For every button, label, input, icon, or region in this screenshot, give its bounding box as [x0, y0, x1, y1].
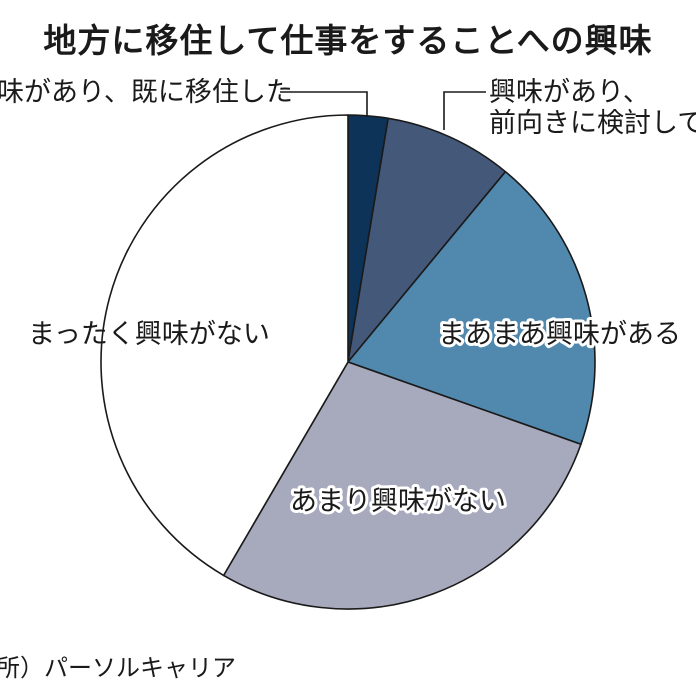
pie-slice-4	[222, 361, 582, 610]
pie-slices	[100, 114, 596, 610]
leader-line-moved	[280, 91, 368, 117]
pie-slice-3	[347, 170, 596, 446]
pie-slice-2	[347, 117, 507, 363]
label-moved: 興味があり、既に移住した	[0, 77, 293, 108]
label-not-interested: まったく興味がない	[28, 319, 270, 350]
pie-slice-5	[100, 114, 349, 577]
label-not-very-interested: あまり興味がない	[290, 486, 506, 517]
label-considering-line1: 興味があり、	[489, 77, 650, 108]
leader-line-considering	[443, 91, 486, 130]
source-note: 出所）パーソルキャリア	[0, 654, 236, 682]
label-somewhat-interested: まあまあ興味がある	[438, 319, 681, 350]
label-considering-line2: 前向きに検討している	[489, 108, 696, 139]
chart-title: 地方に移住して仕事をすることへの興味	[43, 21, 653, 60]
